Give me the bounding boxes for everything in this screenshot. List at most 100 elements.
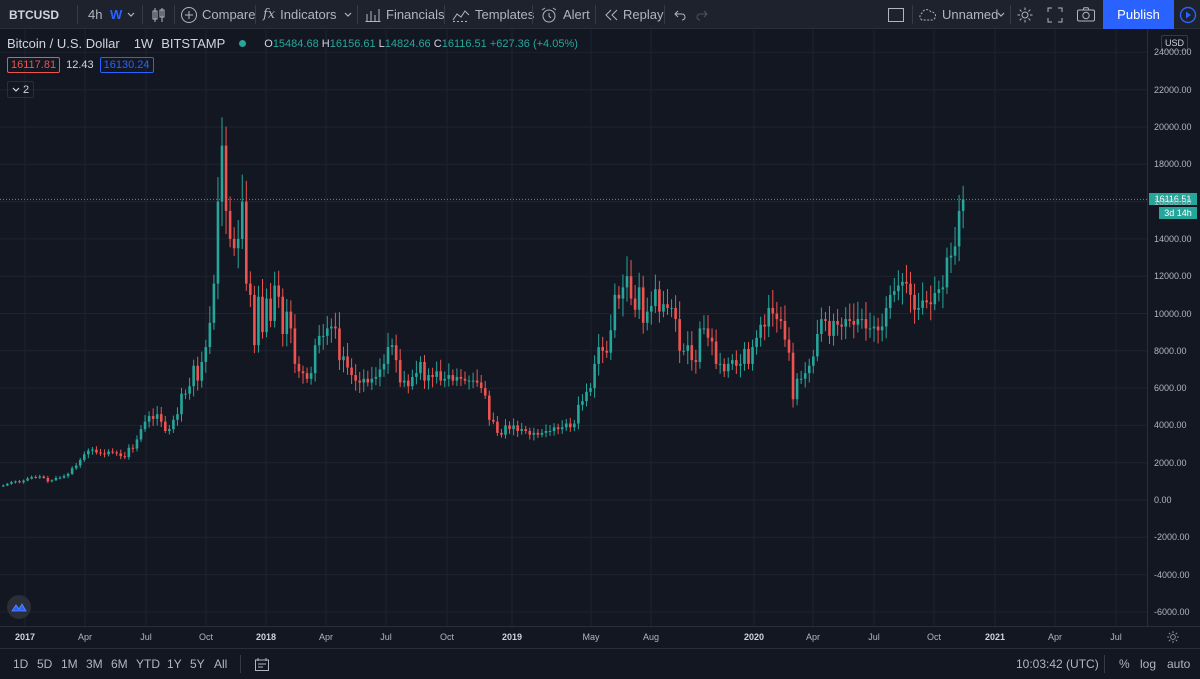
candle-down [516, 425, 519, 431]
candle-up [884, 307, 888, 327]
symbol-title[interactable]: Bitcoin / U.S. Dollar [7, 36, 120, 51]
indicators-dropdown-icon[interactable] [344, 0, 352, 29]
candle-down [641, 287, 645, 323]
indicators-collapse-toggle[interactable]: 2 [7, 81, 35, 98]
candle-up [751, 347, 754, 364]
toolbar-divider [595, 5, 596, 24]
range-5d-button[interactable]: 5D [37, 657, 53, 671]
camera-snapshot-icon[interactable] [1077, 0, 1095, 29]
candle-down [569, 423, 572, 428]
play-circle-icon[interactable] [1175, 0, 1200, 29]
candle-down [289, 311, 293, 329]
financials-button[interactable]: Financials [365, 0, 445, 29]
range-6m-button[interactable]: 6M [111, 657, 128, 671]
percent-scale-toggle[interactable]: % [1119, 657, 1130, 671]
currency-label[interactable]: USD [1161, 35, 1188, 51]
compare-button[interactable]: Compare [180, 0, 255, 29]
utc-clock[interactable]: 10:03:42 (UTC) [1016, 657, 1099, 671]
candle-up [868, 328, 872, 330]
toolbar-divider [444, 5, 445, 24]
candle-up [888, 294, 892, 308]
candle-up [670, 307, 673, 309]
ohlc-values: O15484.68 H16156.61 L14824.66 C16116.51 … [264, 38, 578, 50]
candle-up [184, 393, 187, 395]
candle-up [240, 201, 244, 239]
tradingview-logo-icon[interactable] [7, 595, 31, 619]
candle-down [46, 477, 50, 482]
fullscreen-icon[interactable] [1047, 0, 1063, 29]
candle-up [585, 391, 588, 402]
replay-button[interactable]: Replay [604, 0, 663, 29]
candle-down [925, 300, 928, 303]
candle-up [147, 416, 151, 422]
candle-up [949, 255, 953, 258]
chart-pane[interactable] [0, 30, 1147, 626]
cloud-icon [917, 8, 937, 21]
redo-icon[interactable] [695, 0, 709, 29]
candle-down [354, 375, 357, 381]
candle-up [832, 320, 835, 336]
financials-label: Financials [386, 7, 445, 22]
log-scale-toggle[interactable]: log [1140, 657, 1157, 671]
range-all-button[interactable]: All [214, 657, 228, 671]
candle-down [111, 451, 114, 453]
candles-icon[interactable] [150, 0, 168, 29]
alert-button[interactable]: Alert [540, 0, 590, 29]
candle-up [87, 450, 90, 455]
candle-up [621, 287, 625, 299]
range-1d-button[interactable]: 1D [13, 657, 29, 671]
templates-label: Templates [475, 7, 535, 22]
interval-weekly[interactable]: W [110, 7, 123, 22]
toolbar-divider [357, 5, 358, 24]
time-tick-label: Oct [439, 632, 455, 642]
layout-dropdown-icon[interactable] [997, 0, 1005, 29]
plus-circle-icon [180, 6, 198, 24]
candle-down [483, 388, 487, 396]
interval-4h[interactable]: 4h [88, 7, 103, 22]
candle-down [358, 380, 361, 383]
price-axis[interactable] [1147, 30, 1200, 626]
sell-price-badge[interactable]: 16117.81 [7, 57, 61, 73]
candle-down [277, 285, 280, 297]
candle-up [273, 285, 276, 321]
candle-down [423, 361, 426, 381]
range-3m-button[interactable]: 3M [86, 657, 103, 671]
time-axis[interactable]: 2017 Apr Jul Oct 2018 Apr Jul Oct 2019 May Aug 2020… [0, 626, 1200, 648]
range-1m-button[interactable]: 1M [61, 657, 78, 671]
candle-down [269, 298, 272, 321]
price-tick-label: -2000.00 [1154, 532, 1190, 543]
candle-up [78, 459, 82, 466]
undo-icon[interactable] [673, 0, 687, 29]
chart-settings-gear-icon[interactable] [1166, 630, 1180, 647]
symbol-search[interactable]: BTCUSD [9, 7, 59, 22]
spread-value: 12.43 [66, 59, 94, 71]
market-status-dot [239, 40, 247, 47]
candle-up [698, 328, 702, 362]
candle-up [321, 335, 325, 337]
candle-down [771, 307, 775, 314]
settings-gear-icon[interactable] [1016, 0, 1034, 29]
auto-scale-toggle[interactable]: auto [1167, 657, 1191, 671]
candle-down [479, 382, 483, 389]
price-tick-label: 14000.00 [1154, 233, 1192, 244]
range-5y-button[interactable]: 5Y [190, 657, 205, 671]
templates-button[interactable]: Templates [452, 0, 534, 29]
candle-down [828, 320, 831, 336]
candle-down [293, 328, 297, 364]
interval-dropdown-icon[interactable] [127, 0, 135, 29]
candle-down [605, 350, 609, 353]
range-1y-button[interactable]: 1Y [167, 657, 182, 671]
range-ytd-button[interactable]: YTD [136, 657, 160, 671]
fullscreen-layout-icon[interactable] [888, 0, 904, 29]
indicators-button[interactable]: 𝑓x Indicators [263, 0, 337, 29]
goto-date-icon[interactable] [255, 649, 269, 679]
candle-up [10, 482, 13, 484]
candle-down [864, 319, 868, 329]
candle-up [540, 432, 544, 435]
layout-name-button[interactable]: Unnamed [917, 0, 998, 29]
publish-button[interactable]: Publish [1103, 0, 1174, 29]
time-tick-label: 2021 [984, 632, 1006, 642]
candlestick-chart[interactable] [0, 30, 1147, 626]
time-tick-label: Apr [1047, 632, 1063, 642]
buy-price-badge[interactable]: 16130.24 [99, 57, 154, 73]
